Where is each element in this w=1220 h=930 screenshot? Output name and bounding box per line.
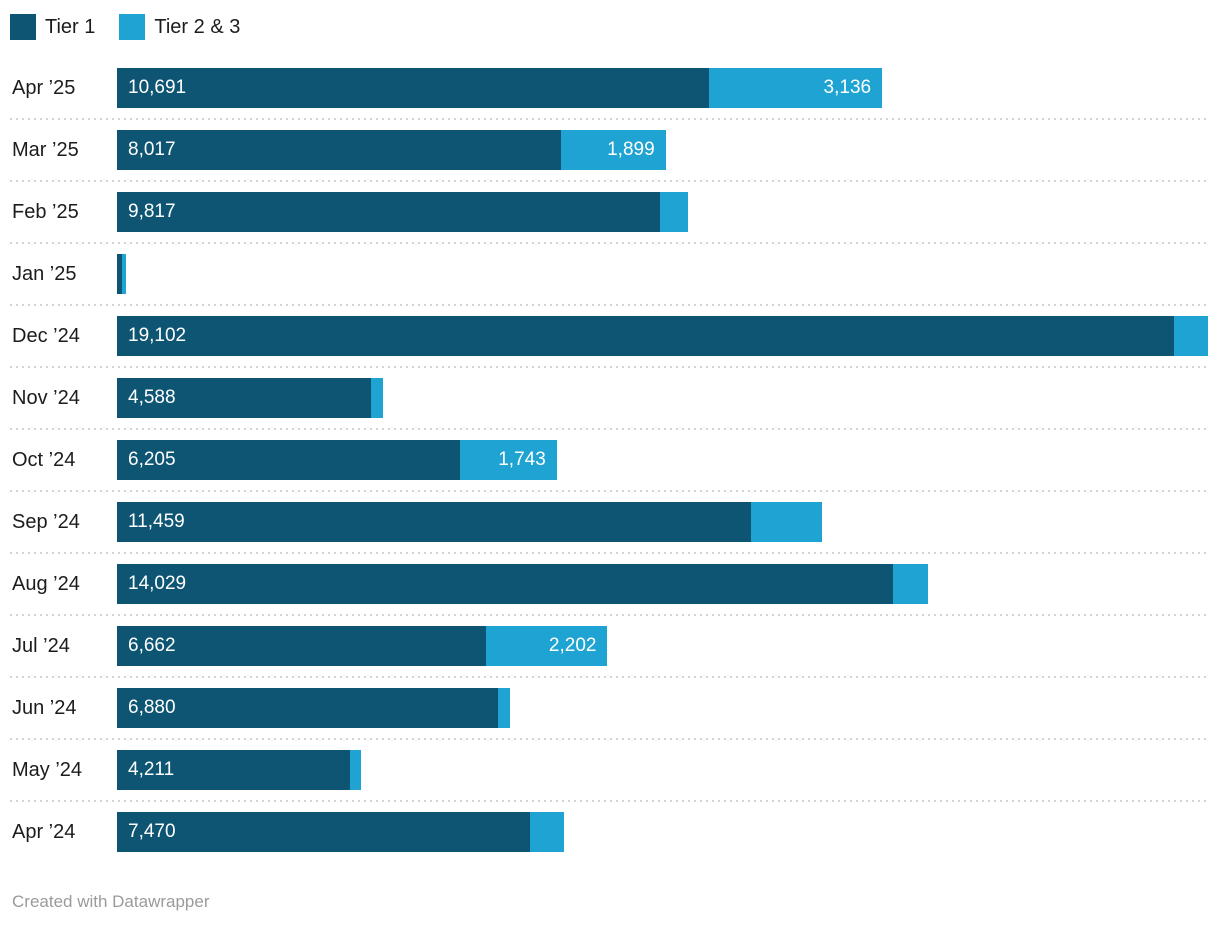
tier2-3-bar-segment: 2,202 [485, 626, 608, 666]
chart-row: May ’24 4,211 [0, 750, 1220, 812]
chart-row: Mar ’25 8,017 1,899 [0, 130, 1220, 192]
datawrapper-credit: Created with Datawrapper [12, 892, 210, 911]
bar-value-label: 14,029 [128, 573, 187, 594]
tier1-bar-segment: 11,459 [117, 502, 752, 542]
tier1-bar-segment: 6,880 [117, 688, 498, 728]
chart-row: Apr ’25 10,691 3,136 [0, 68, 1220, 130]
bar-track: 14,029 [117, 564, 1208, 604]
bar-track: 4,211 [117, 750, 1208, 790]
tier2-3-bar-segment [660, 192, 689, 232]
tier1-bar-segment: 19,102 [117, 316, 1174, 356]
bar-value-label: 2,202 [548, 635, 597, 656]
category-label: Mar ’25 [12, 138, 79, 161]
bar-value-label: 4,211 [128, 759, 175, 780]
legend: Tier 1 Tier 2 & 3 [0, 0, 1220, 40]
tier2-3-bar-segment: 3,136 [708, 68, 883, 108]
chart-row: Aug ’24 14,029 [0, 564, 1220, 626]
tier1-bar-segment: 9,817 [117, 192, 661, 232]
bar-track [117, 254, 1208, 294]
category-label: Nov ’24 [12, 386, 80, 409]
bar-track: 19,102 [117, 316, 1208, 356]
tier1-bar-segment: 10,691 [117, 68, 709, 108]
legend-label-tier1: Tier 1 [45, 16, 96, 38]
tier2-3-bar-segment [497, 688, 511, 728]
chart-rows: Apr ’25 10,691 3,136 Mar ’25 8,017 1,899 Feb ’… [0, 68, 1220, 874]
bar-value-label: 1,899 [607, 139, 655, 160]
chart-row: Jan ’25 [0, 254, 1220, 316]
tier23-color-swatch [119, 14, 146, 40]
tier1-bar-segment: 6,205 [117, 440, 461, 480]
bar-value-label: 6,880 [128, 697, 176, 718]
tier2-3-bar-segment [530, 812, 565, 852]
category-label: Jan ’25 [12, 262, 77, 285]
tier1-color-swatch [10, 14, 36, 40]
bar-value-label: 8,017 [128, 139, 176, 160]
chart-row: Jul ’24 6,662 2,202 [0, 626, 1220, 688]
bar-track: 11,459 [117, 502, 1208, 542]
chart-row: Feb ’25 9,817 [0, 192, 1220, 254]
tier2-3-bar-segment: 1,899 [560, 130, 666, 170]
tier2-3-bar-segment [1173, 316, 1208, 356]
chart-row: Apr ’24 7,470 [0, 812, 1220, 874]
tier1-bar-segment: 6,662 [117, 626, 486, 666]
tier1-bar-segment: 14,029 [117, 564, 894, 604]
tier2-3-bar-segment [893, 564, 929, 604]
bar-value-label: 10,691 [128, 77, 187, 98]
tier2-3-bar-segment [370, 378, 383, 418]
tier1-bar-segment: 4,211 [117, 750, 350, 790]
legend-label-tier23: Tier 2 & 3 [154, 16, 241, 38]
category-label: Apr ’24 [12, 820, 76, 843]
tier1-bar-segment: 8,017 [117, 130, 561, 170]
category-label: Dec ’24 [12, 324, 80, 347]
bar-track: 10,691 3,136 [117, 68, 1208, 108]
category-label: Jun ’24 [12, 696, 77, 719]
bar-value-label: 6,205 [128, 449, 176, 470]
bar-track: 9,817 [117, 192, 1208, 232]
bar-value-label: 6,662 [128, 635, 176, 656]
bar-track: 7,470 [117, 812, 1208, 852]
chart-row: Sep ’24 11,459 [0, 502, 1220, 564]
category-label: Jul ’24 [12, 634, 70, 657]
tier2-3-bar-segment [350, 750, 361, 790]
legend-item-tier23: Tier 2 & 3 [119, 14, 240, 40]
bar-track: 8,017 1,899 [117, 130, 1208, 170]
category-label: Sep ’24 [12, 510, 80, 533]
tier2-3-bar-segment [122, 254, 126, 294]
bar-value-label: 1,743 [498, 449, 546, 470]
category-label: Feb ’25 [12, 200, 79, 223]
tier2-3-bar-segment [751, 502, 823, 542]
bar-track: 6,205 1,743 [117, 440, 1208, 480]
tier1-bar-segment: 7,470 [117, 812, 531, 852]
bar-value-label: 3,136 [823, 77, 872, 98]
bar-track: 6,880 [117, 688, 1208, 728]
category-label: Apr ’25 [12, 76, 76, 99]
bar-value-label: 4,588 [128, 387, 176, 408]
chart-row: Jun ’24 6,880 [0, 688, 1220, 750]
chart-row: Nov ’24 4,588 [0, 378, 1220, 440]
tier2-3-bar-segment: 1,743 [460, 440, 557, 480]
chart-row: Dec ’24 19,102 [0, 316, 1220, 378]
bar-track: 6,662 2,202 [117, 626, 1208, 666]
bar-value-label: 9,817 [128, 201, 176, 222]
bar-value-label: 7,470 [128, 821, 176, 842]
category-label: May ’24 [12, 758, 83, 781]
tier1-bar-segment [117, 254, 123, 294]
category-label: Oct ’24 [12, 448, 76, 471]
tier1-bar-segment: 4,588 [117, 378, 371, 418]
chart-row: Oct ’24 6,205 1,743 [0, 440, 1220, 502]
bar-value-label: 19,102 [128, 325, 187, 346]
legend-item-tier1: Tier 1 [10, 14, 95, 40]
category-label: Aug ’24 [12, 572, 80, 595]
bar-track: 4,588 [117, 378, 1208, 418]
bar-value-label: 11,459 [128, 511, 185, 532]
